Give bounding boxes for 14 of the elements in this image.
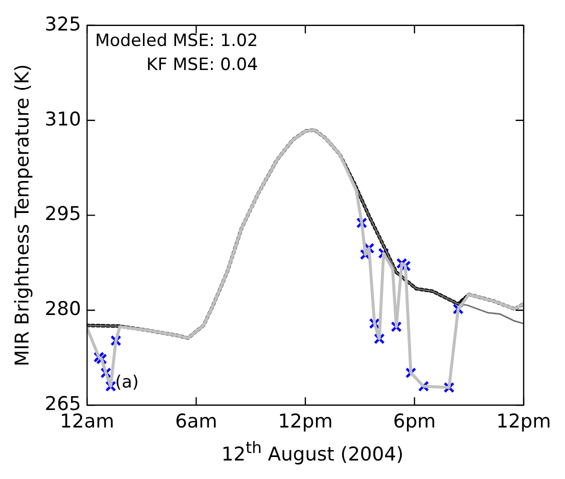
annotation: (a): [115, 372, 139, 393]
y-tick-label: 280: [44, 298, 82, 320]
y-axis-title: MIR Brightness Temperature (K): [11, 64, 34, 366]
y-tick-label: 310: [44, 108, 82, 130]
x-tick-label: 12pm: [496, 410, 551, 433]
y-tick-label: 295: [44, 203, 82, 226]
x-tick-label: 12am: [60, 410, 114, 433]
x-tick-label: 6am: [175, 410, 218, 433]
x-tick-label: 12pm: [278, 410, 333, 433]
y-tick-label: 325: [44, 13, 82, 36]
annotation: Modeled MSE: 1.02: [95, 30, 258, 51]
annotation: KF MSE: 0.04: [146, 54, 258, 75]
x-tick-label: 6pm: [393, 410, 436, 433]
x-axis-title: 12$^{th}$ August (2004): [220, 438, 405, 466]
